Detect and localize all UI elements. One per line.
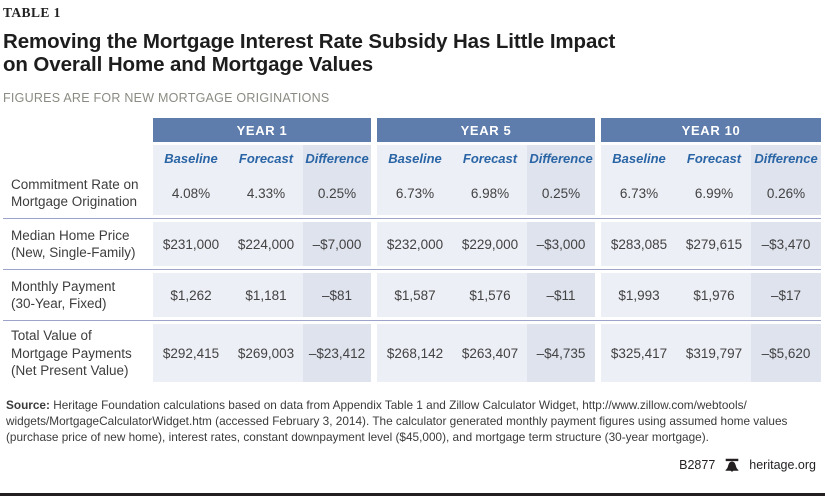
value-cell: $319,797: [677, 324, 752, 383]
value-cell: –$5,620: [751, 324, 822, 383]
column-header-baseline: Baseline: [153, 145, 229, 172]
row-label: Commitment Rate on Mortgage Origination: [3, 171, 153, 216]
table-subtitle: FIGURES ARE FOR NEW MORTGAGE ORIGINATION…: [3, 91, 330, 106]
value-cell: –$11: [527, 273, 596, 318]
column-gap: [595, 118, 602, 146]
column-gap: [595, 273, 602, 318]
column-header-difference: Difference: [303, 145, 372, 172]
value-cell: $224,000: [229, 222, 303, 267]
row-label: Monthly Payment (30-Year, Fixed): [3, 273, 153, 318]
value-cell: $1,262: [153, 273, 229, 318]
value-cell: –$81: [303, 273, 372, 318]
value-cell: –$23,412: [303, 324, 372, 383]
column-gap: [371, 118, 378, 146]
column-gap: [595, 171, 602, 216]
value-cell: 0.26%: [751, 171, 822, 216]
column-header-forecast: Forecast: [229, 145, 303, 172]
row-label: Median Home Price (New, Single-Family): [3, 222, 153, 267]
source-line-3: (purchase price of new home), interest r…: [6, 429, 709, 444]
value-cell: $1,993: [601, 273, 678, 318]
column-header-baseline: Baseline: [377, 145, 454, 172]
column-gap: [371, 324, 378, 383]
page-title: Removing the Mortgage Interest Rate Subs…: [3, 30, 821, 76]
value-cell: 6.73%: [601, 171, 678, 216]
value-cell: –$7,000: [303, 222, 372, 267]
document-id: B2877: [679, 458, 716, 473]
row-label: Total Value of Mortgage Payments (Net Pr…: [3, 324, 153, 383]
value-cell: –$3,000: [527, 222, 596, 267]
value-cell: $268,142: [377, 324, 454, 383]
value-cell: $1,181: [229, 273, 303, 318]
table-number-label: TABLE 1: [3, 5, 61, 20]
column-gap: [595, 324, 602, 383]
source-line-2: widgets/MortgageCalculatorWidget.htm (ac…: [6, 414, 788, 429]
value-cell: 6.99%: [677, 171, 752, 216]
source-line-1: Heritage Foundation calculations based o…: [53, 398, 747, 413]
title-line-2: on Overall Home and Mortgage Values: [3, 53, 374, 77]
data-table: YEAR 1 YEAR 5 YEAR 10 Baseline Forecast …: [3, 118, 822, 383]
column-gap: [371, 273, 378, 318]
value-cell: –$4,735: [527, 324, 596, 383]
column-header-forecast: Forecast: [677, 145, 752, 172]
column-header-baseline: Baseline: [601, 145, 678, 172]
value-cell: 6.98%: [453, 171, 528, 216]
column-header-difference: Difference: [751, 145, 822, 172]
value-cell: $232,000: [377, 222, 454, 267]
column-header-forecast: Forecast: [453, 145, 528, 172]
title-line-1: Removing the Mortgage Interest Rate Subs…: [3, 30, 616, 53]
value-cell: $263,407: [453, 324, 528, 383]
value-cell: 6.73%: [377, 171, 454, 216]
value-cell: $1,587: [377, 273, 454, 318]
year-1-header: YEAR 1: [153, 118, 372, 146]
value-cell: 4.33%: [229, 171, 303, 216]
column-gap: [371, 222, 378, 267]
value-cell: $229,000: [453, 222, 528, 267]
table-row-median-home-price: Median Home Price (New, Single-Family) $…: [3, 222, 822, 267]
value-cell: $279,615: [677, 222, 752, 267]
sub-header-row: Baseline Forecast Difference Baseline Fo…: [3, 145, 822, 172]
column-gap: [371, 145, 378, 172]
year-header-row: YEAR 1 YEAR 5 YEAR 10: [3, 118, 822, 146]
table-row-monthly-payment: Monthly Payment (30-Year, Fixed) $1,262 …: [3, 273, 822, 318]
source-label: Source:: [6, 398, 50, 413]
corner-cell: [3, 118, 153, 146]
value-cell: $283,085: [601, 222, 678, 267]
bottom-rule: [0, 493, 825, 496]
column-gap: [595, 222, 602, 267]
value-cell: $1,976: [677, 273, 752, 318]
value-cell: 0.25%: [303, 171, 372, 216]
value-cell: $231,000: [153, 222, 229, 267]
table-row-total-value: Total Value of Mortgage Payments (Net Pr…: [3, 324, 822, 383]
value-cell: 0.25%: [527, 171, 596, 216]
value-cell: 4.08%: [153, 171, 229, 216]
row-separator: [3, 215, 822, 223]
value-cell: $292,415: [153, 324, 229, 383]
value-cell: $325,417: [601, 324, 678, 383]
page-content: TABLE 1 Removing the Mortgage Interest R…: [3, 5, 822, 473]
source-note: Source: Heritage Foundation calculations…: [6, 398, 821, 445]
page-footer: B2877 heritage.org: [3, 458, 816, 473]
table-row-commitment-rate: Commitment Rate on Mortgage Origination …: [3, 171, 822, 216]
value-cell: $1,576: [453, 273, 528, 318]
corner-cell: [3, 145, 153, 172]
value-cell: –$3,470: [751, 222, 822, 267]
row-separator: [3, 317, 822, 325]
year-10-header: YEAR 10: [601, 118, 822, 146]
year-5-header: YEAR 5: [377, 118, 596, 146]
value-cell: –$17: [751, 273, 822, 318]
liberty-bell-icon: [723, 458, 741, 473]
row-separator: [3, 266, 822, 274]
value-cell: $269,003: [229, 324, 303, 383]
column-gap: [595, 145, 602, 172]
site-name: heritage.org: [749, 458, 816, 473]
column-header-difference: Difference: [527, 145, 596, 172]
column-gap: [371, 171, 378, 216]
